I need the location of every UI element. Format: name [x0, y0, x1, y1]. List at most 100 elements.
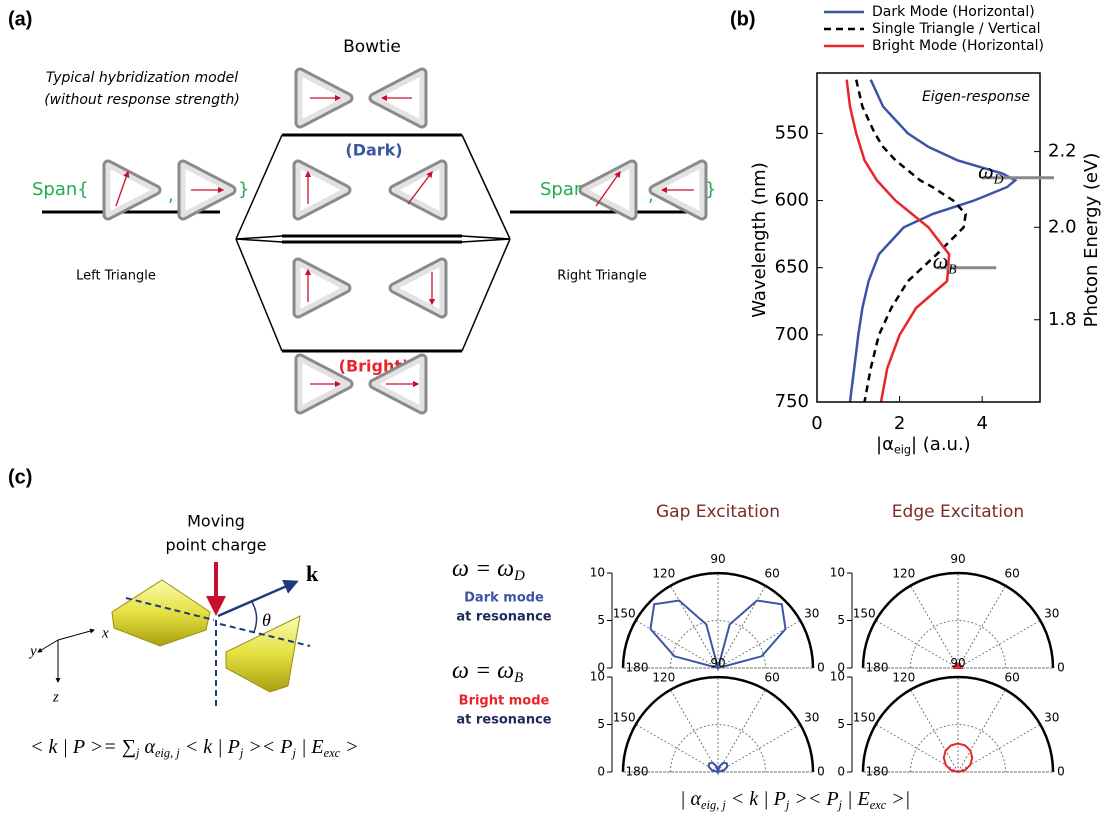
- triangle: [295, 162, 349, 218]
- theta-tick-label: 0: [1057, 661, 1065, 675]
- theta-tick-label: 90: [710, 552, 725, 566]
- polar-grid-ray: [957, 689, 1006, 773]
- subscript: D: [513, 569, 525, 585]
- rich-text: | αeig, j < k | Pj >< Pj | Eexc >|: [680, 788, 910, 812]
- polar-curve: [649, 599, 787, 672]
- rich-text: |αeig| (a.u.): [876, 434, 971, 456]
- dipole-arrow: [595, 170, 621, 207]
- theta-tick-label: 120: [892, 671, 915, 685]
- r-tick-label: 0: [837, 765, 845, 779]
- x-tick-label: 4: [976, 413, 987, 434]
- text-span: ω = ω: [452, 658, 514, 684]
- k-label: k: [306, 561, 319, 586]
- r-tick-label: 0: [597, 765, 605, 779]
- triangle: [105, 162, 159, 218]
- text-span: >|: [886, 788, 910, 810]
- theta-tick-label: 60: [765, 671, 780, 685]
- level-line: [461, 235, 511, 240]
- y-tick-label: 550: [775, 122, 809, 143]
- text-span: < k | P: [726, 788, 786, 810]
- polar-outer: [861, 675, 1055, 773]
- polar-curve: [707, 761, 729, 776]
- y-axis-label: Wavelength (nm): [749, 162, 770, 318]
- level-line: [461, 238, 511, 352]
- theta-arc: [251, 601, 258, 633]
- theta-tick-label: 0: [1057, 765, 1065, 779]
- theta-tick-label: 30: [804, 606, 819, 620]
- text-span: ω = ω: [452, 556, 514, 582]
- text-span: >: [340, 736, 359, 758]
- theta-tick-label: 90: [950, 656, 965, 670]
- r-tick-label: 0: [837, 661, 845, 675]
- x-tick-label: 2: [894, 413, 905, 434]
- subscript: D: [993, 171, 1004, 186]
- legend-label: Bright Mode (Horizontal): [872, 38, 1044, 54]
- r-tick-label: 10: [830, 566, 845, 580]
- text-span: < k | P >= ∑: [30, 736, 136, 758]
- separator: ,: [168, 185, 174, 206]
- dashed-axis: [219, 623, 311, 647]
- nanoprism: [225, 615, 301, 693]
- text-span: |α: [876, 434, 894, 455]
- rich-text: ωD: [978, 159, 1004, 187]
- y-tick-label: 700: [775, 324, 809, 345]
- theta-tick-label: 0: [817, 765, 825, 779]
- text-span: >< P: [243, 736, 292, 758]
- polar-grid-circle: [910, 620, 1006, 669]
- subscript: exc: [870, 798, 887, 812]
- dipole-arrow: [407, 170, 433, 205]
- x-tick-label: 0: [811, 413, 822, 434]
- r-tick-label: 5: [837, 717, 845, 731]
- rich-text: ω = ωB: [452, 658, 523, 687]
- theta-tick-label: 150: [613, 710, 636, 724]
- polar-grid-circle: [910, 724, 1006, 773]
- mode-label: at resonance: [456, 713, 551, 728]
- subscript: eig, j: [155, 746, 180, 760]
- dashed-axis: [125, 597, 215, 621]
- theta-tick-label: 90: [950, 552, 965, 566]
- theta-tick-label: 150: [613, 606, 636, 620]
- polar-outer: [861, 571, 1055, 669]
- subscript: j: [238, 746, 244, 760]
- r-tick-label: 5: [837, 613, 845, 627]
- text-span: | E: [842, 788, 870, 810]
- rich-text: ω = ωD: [452, 556, 525, 585]
- coord-axis: [37, 639, 59, 653]
- theta-tick-label: 120: [892, 567, 915, 581]
- right-label: Right Triangle: [557, 269, 646, 284]
- mode-label: Bright mode: [459, 694, 550, 709]
- text-span: | E: [296, 736, 324, 758]
- theta-tick-label: 30: [1044, 710, 1059, 724]
- y2-tick-label: 1.8: [1048, 309, 1077, 330]
- text-span: ω: [978, 159, 994, 184]
- legend-label: Dark Mode (Horizontal): [872, 4, 1035, 20]
- y2-tick-label: 2.0: [1048, 216, 1077, 237]
- curve: [854, 79, 968, 403]
- polar-outer: [621, 571, 815, 669]
- r-tick-label: 10: [830, 670, 845, 684]
- panel-label: (b): [730, 8, 756, 30]
- theta-tick-label: 180: [626, 765, 649, 779]
- r-tick-label: 10: [590, 566, 605, 580]
- span-close: }: [238, 179, 249, 200]
- subscript: eig, j: [701, 798, 726, 812]
- y-tick-label: 750: [775, 391, 809, 412]
- subscript: eig: [894, 443, 911, 456]
- subscript: j: [290, 746, 296, 760]
- level-line: [235, 238, 283, 243]
- r-tick-label: 10: [590, 670, 605, 684]
- k-arrow: [217, 579, 299, 618]
- coord-axis: [57, 628, 95, 641]
- nanoprism: [111, 579, 211, 647]
- dipole-arrow: [115, 170, 130, 207]
- column-title: Edge Excitation: [892, 502, 1024, 522]
- theta-tick-label: 180: [866, 765, 889, 779]
- polar-grid-circle: [670, 620, 766, 669]
- theta-tick-label: 0: [817, 661, 825, 675]
- polar-curve: [942, 742, 974, 774]
- mode-label: Dark mode: [464, 591, 544, 606]
- theta-label: θ: [262, 610, 271, 630]
- text-span: | α: [680, 788, 701, 810]
- y2-tick-label: 2.2: [1048, 141, 1077, 162]
